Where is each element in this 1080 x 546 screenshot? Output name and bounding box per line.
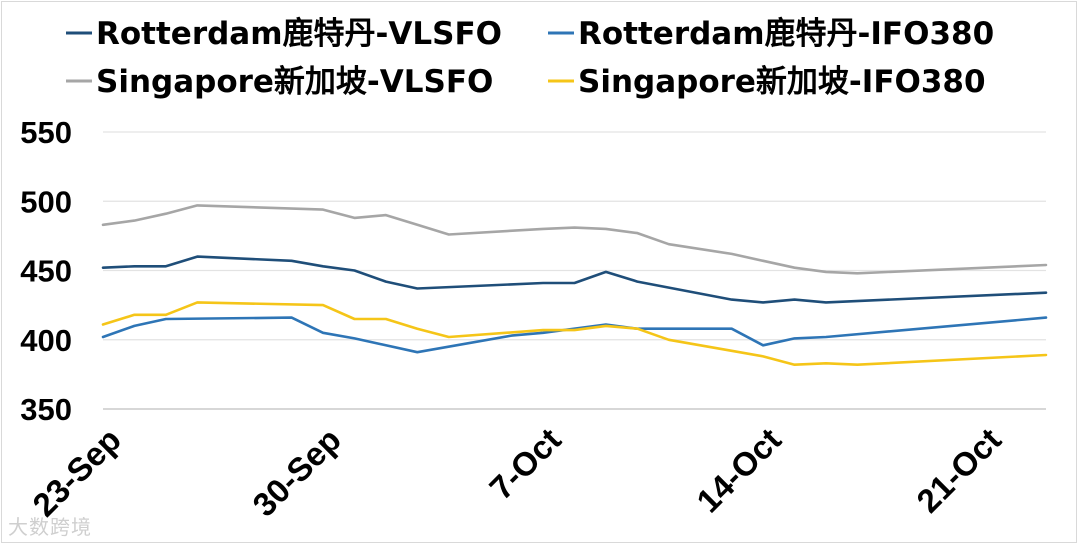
y-tick-label: 400 <box>20 323 72 358</box>
series-line-4 <box>101 301 1048 367</box>
x-tick-label: 21-Oct <box>909 421 1008 520</box>
legend: Rotterdam鹿特丹-VLSFO Rotterdam鹿特丹-IFO380 Sin… <box>66 16 994 100</box>
x-axis-ticks: 23-Sep 30-Sep 7-Oct 14-Oct 21-Oct <box>25 421 1008 524</box>
legend-label-4: Singapore新加坡-IFO380 <box>578 64 986 100</box>
series-lines <box>101 204 1048 367</box>
x-tick-label: 14-Oct <box>689 421 788 520</box>
legend-label-3: Singapore新加坡-VLSFO <box>96 64 493 100</box>
series-line-1 <box>101 255 1048 304</box>
y-tick-label: 500 <box>20 184 72 219</box>
watermark: 大数跨境 <box>8 515 92 539</box>
y-tick-label: 350 <box>20 392 72 427</box>
x-tick-label: 30-Sep <box>245 421 348 524</box>
gridlines <box>103 131 1046 410</box>
legend-label-1: Rotterdam鹿特丹-VLSFO <box>96 16 502 52</box>
y-tick-label: 450 <box>20 254 72 289</box>
y-tick-label: 550 <box>20 115 72 150</box>
y-axis-ticks: 350 400 450 500 550 <box>20 115 72 427</box>
x-tick-label: 7-Oct <box>482 421 568 507</box>
x-tick-label: 23-Sep <box>25 421 128 524</box>
legend-label-2: Rotterdam鹿特丹-IFO380 <box>578 16 994 52</box>
series-line-3 <box>101 204 1048 275</box>
series-line-2 <box>101 316 1048 354</box>
